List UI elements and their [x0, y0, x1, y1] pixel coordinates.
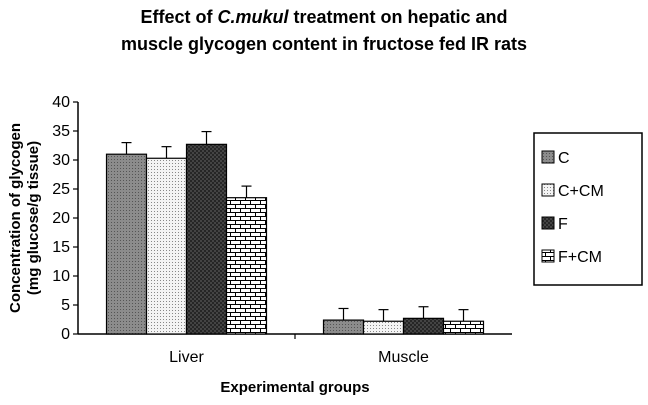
legend-swatch: [541, 216, 555, 230]
y-tick-label: 20: [52, 210, 70, 227]
bar-c-muscle: [322, 319, 365, 335]
legend-label: F: [558, 216, 568, 233]
legend-swatch: [541, 183, 555, 197]
bar-c-plus-cm-liver: [145, 157, 188, 335]
bar-f-muscle: [402, 317, 445, 335]
legend-label: C: [558, 150, 570, 167]
chart-title-line1: Effect of C.mukul treatment on hepatic a…: [0, 4, 648, 31]
y-tick-label: 5: [61, 297, 70, 314]
y-axis-label-line1: Concentration of glycogen: [7, 123, 24, 313]
y-tick-label: 25: [52, 181, 70, 198]
legend: C C+CM F F+CM: [533, 132, 643, 286]
legend-label: C+CM: [558, 183, 604, 200]
legend-label: F+CM: [558, 249, 602, 266]
bar-f-plus-cm-muscle: [442, 320, 485, 335]
y-tick-label: 0: [61, 326, 70, 343]
y-tick-label: 35: [52, 123, 70, 140]
chart-title-line2: muscle glycogen content in fructose fed …: [120, 34, 528, 54]
y-tick-label: 40: [52, 94, 70, 111]
x-tick-label: Liver: [169, 349, 204, 366]
chart-title: Effect of C.mukul treatment on hepatic a…: [0, 4, 648, 58]
bar-c-liver: [105, 153, 148, 335]
plot-area: 0 5 10 15 20 25 30 35 40 Liver Muscle Experimental …: [7, 94, 512, 396]
title-italic: C.mukul: [217, 7, 289, 27]
y-tick-label: 15: [52, 239, 70, 256]
legend-swatch: [541, 249, 555, 263]
y-axis-label: Concentration of glycogen(mg glucose/g t…: [7, 123, 42, 313]
title-suffix: treatment on hepatic and: [288, 7, 508, 27]
bar-c-plus-cm-muscle: [362, 320, 405, 335]
legend-swatch: [541, 150, 555, 164]
x-axis-label: Experimental groups: [220, 379, 369, 396]
bar-f-plus-cm-liver: [225, 197, 268, 335]
y-axis-label-line2: (mg glucose/g tissue): [25, 141, 42, 295]
title-prefix: Effect of: [140, 7, 218, 27]
y-tick-label: 30: [52, 152, 70, 169]
y-tick-label: 10: [52, 268, 70, 285]
bar-f-liver: [185, 143, 228, 335]
x-tick-label: Muscle: [378, 349, 429, 366]
